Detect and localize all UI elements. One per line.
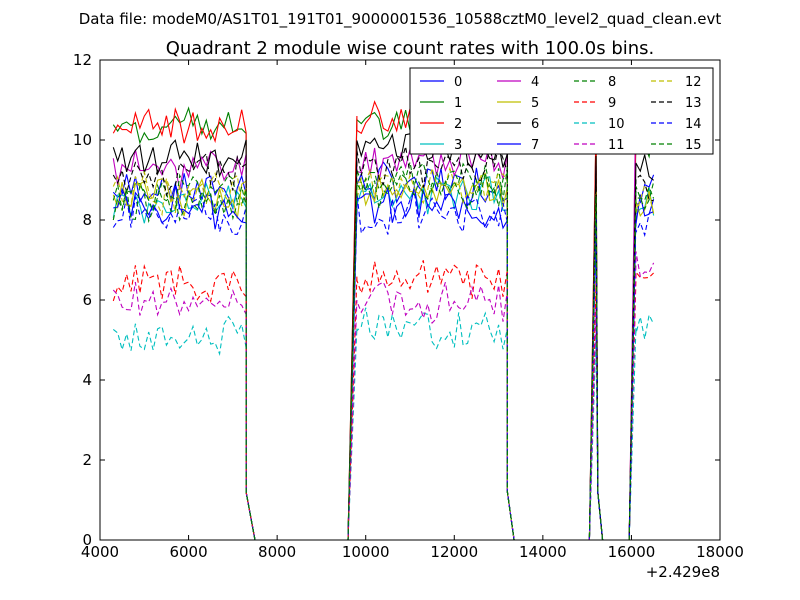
x-axis-offset-label: +2.429e8 bbox=[646, 563, 720, 581]
x-tick-label: 12000 bbox=[430, 543, 478, 561]
series-line-11 bbox=[112, 251, 655, 540]
y-tick-label: 2 bbox=[82, 451, 92, 469]
x-tick-label: 6000 bbox=[169, 543, 207, 561]
y-tick-label: 4 bbox=[82, 371, 92, 389]
series-line-13 bbox=[112, 143, 654, 540]
y-tick-label: 0 bbox=[82, 531, 92, 549]
legend-label-12: 12 bbox=[685, 75, 702, 90]
legend-label-5: 5 bbox=[531, 96, 539, 111]
legend-box bbox=[409, 67, 714, 155]
series-line-3 bbox=[112, 176, 655, 540]
legend-label-2: 2 bbox=[454, 117, 462, 132]
legend-label-0: 0 bbox=[454, 75, 462, 90]
chart-title: Quadrant 2 module wise count rates with … bbox=[166, 38, 655, 59]
legend-label-8: 8 bbox=[608, 75, 616, 90]
series-layer bbox=[112, 86, 655, 540]
x-tick-label: 8000 bbox=[258, 543, 296, 561]
legend-label-1: 1 bbox=[454, 96, 462, 111]
series-line-4 bbox=[112, 86, 655, 540]
x-tick-label: 14000 bbox=[519, 543, 567, 561]
series-line-5 bbox=[112, 172, 655, 540]
series-line-8 bbox=[112, 162, 655, 540]
series-line-12 bbox=[112, 166, 655, 540]
x-tick-label: 16000 bbox=[608, 543, 656, 561]
legend-label-3: 3 bbox=[454, 138, 462, 153]
y-tick-label: 8 bbox=[82, 211, 92, 229]
series-line-15 bbox=[112, 165, 655, 540]
x-tick-label: 10000 bbox=[342, 543, 390, 561]
series-line-14 bbox=[112, 189, 654, 540]
legend-label-15: 15 bbox=[685, 138, 702, 153]
legend-label-13: 13 bbox=[685, 96, 702, 111]
legend-label-9: 9 bbox=[608, 96, 616, 111]
legend-label-7: 7 bbox=[531, 138, 539, 153]
legend-label-10: 10 bbox=[608, 117, 625, 132]
y-tick-label: 12 bbox=[73, 51, 92, 69]
x-tick-label: 4000 bbox=[81, 543, 119, 561]
figure-suptitle: Data file: modeM0/AS1T01_191T01_90000015… bbox=[79, 10, 722, 29]
legend-label-11: 11 bbox=[608, 138, 625, 153]
series-line-7 bbox=[113, 184, 655, 540]
y-tick-label: 10 bbox=[73, 131, 92, 149]
series-line-0 bbox=[112, 161, 655, 540]
x-tick-label: 18000 bbox=[696, 543, 744, 561]
legend-label-4: 4 bbox=[531, 75, 539, 90]
legend-label-6: 6 bbox=[531, 117, 539, 132]
series-line-10 bbox=[112, 307, 655, 540]
y-tick-label: 6 bbox=[82, 291, 92, 309]
legend-label-14: 14 bbox=[685, 117, 702, 132]
x-axis-ticks: 4000 6000 8000 10000 12000 14000 16000 18000 bbox=[81, 60, 744, 561]
series-line-9 bbox=[112, 260, 654, 540]
